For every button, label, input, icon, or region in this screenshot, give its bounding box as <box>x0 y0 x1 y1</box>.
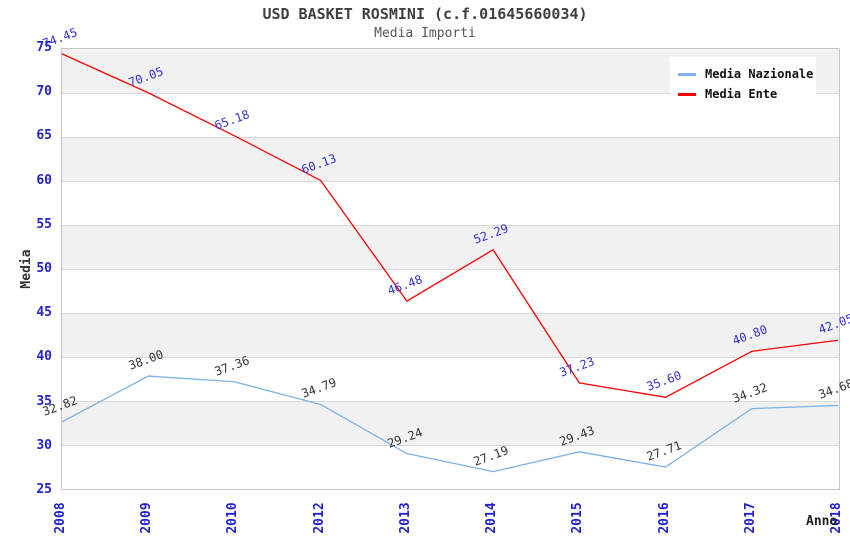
y-tick-label: 40 <box>36 349 52 365</box>
x-tick-label: 2008 <box>53 502 68 534</box>
x-tick-label: 2016 <box>656 502 672 534</box>
y-tick-label: 55 <box>36 216 52 232</box>
y-tick-label: 45 <box>36 305 52 321</box>
legend-label: Media Ente <box>705 87 778 101</box>
y-tick-label: 70 <box>36 84 52 100</box>
grid-band <box>62 181 839 225</box>
y-tick-label: 60 <box>36 172 52 188</box>
legend-swatch-icon <box>678 72 696 76</box>
x-tick-label: 2012 <box>311 502 327 534</box>
x-tick-label: 2013 <box>397 502 413 534</box>
y-tick-label: 30 <box>36 437 52 453</box>
series-line-media-ente <box>61 53 839 398</box>
grid-band <box>62 401 839 445</box>
x-axis-title: Anno <box>806 514 838 529</box>
y-tick-label: 35 <box>36 393 52 409</box>
x-tick-label: 2017 <box>742 502 758 534</box>
x-tick-label: 2015 <box>570 502 586 534</box>
x-tick-label: 2010 <box>225 502 241 534</box>
y-tick-label: 25 <box>36 482 52 497</box>
legend-swatch-icon <box>678 92 696 96</box>
x-tick-label: 2014 <box>484 502 500 534</box>
legend: Media Nazionale Media Ente <box>670 57 816 111</box>
plot-area: 32.82 38.00 37.36 34.79 29.24 27.19 29.43 27.71… <box>41 25 850 490</box>
grid-band <box>62 225 839 269</box>
grid-band <box>62 93 839 137</box>
grid-band <box>62 269 839 313</box>
y-tick-label: 65 <box>36 128 52 144</box>
grid-band <box>62 445 839 489</box>
grid-band <box>62 313 839 357</box>
chart-subtitle: Media Importi <box>374 26 476 41</box>
legend-label: Media Nazionale <box>705 67 814 81</box>
x-tick-label: 2009 <box>139 502 155 534</box>
grid-band <box>62 357 839 401</box>
legend-item-media-nazionale: Media Nazionale <box>678 64 816 84</box>
y-tick-label: 50 <box>36 261 52 276</box>
series-line-media-nazionale <box>61 375 839 473</box>
y-tick-label: 75 <box>36 40 52 55</box>
chart-title: USD BASKET ROSMINI (c.f.01645660034) <box>262 5 588 23</box>
series-lines <box>61 53 839 473</box>
grid-band <box>62 137 839 181</box>
legend-item-media-ente: Media Ente <box>678 84 816 104</box>
